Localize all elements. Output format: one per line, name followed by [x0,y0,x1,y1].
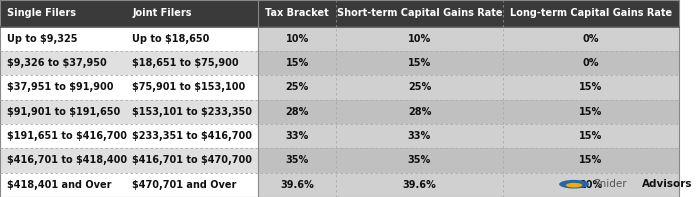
Text: 10%: 10% [408,34,431,44]
Text: Tax Bracket: Tax Bracket [265,8,329,18]
Bar [336,27,503,51]
Bar [503,51,679,75]
Bar [258,100,336,124]
Text: Advisors: Advisors [642,179,692,189]
Text: 0%: 0% [583,58,599,68]
Bar [0,0,679,27]
Text: \$191,651 to \$416,700: \$191,651 to \$416,700 [7,131,127,141]
Text: \$416,701 to \$418,400: \$416,701 to \$418,400 [7,155,127,165]
Bar [503,100,679,124]
Text: 15%: 15% [408,58,431,68]
Text: 15%: 15% [580,155,603,165]
Bar [0,51,126,75]
Text: \$470,701 and Over: \$470,701 and Over [132,180,237,190]
Text: 28%: 28% [286,107,309,117]
Text: \$418,401 and Over: \$418,401 and Over [7,180,111,190]
Text: 20%: 20% [580,180,603,190]
Text: Up to \$9,325: Up to \$9,325 [7,34,77,44]
Bar [126,173,258,197]
Text: 15%: 15% [580,83,603,92]
Text: 25%: 25% [286,83,309,92]
Bar [258,75,336,100]
Text: 15%: 15% [580,131,603,141]
Bar [258,148,336,173]
Bar [126,124,258,148]
Text: \$75,901 to \$153,100: \$75,901 to \$153,100 [132,83,246,92]
Bar [503,148,679,173]
Bar [258,173,336,197]
Bar [336,148,503,173]
Text: \$9,326 to \$37,950: \$9,326 to \$37,950 [7,58,106,68]
Text: Up to \$18,650: Up to \$18,650 [132,34,210,44]
Text: Short-term Capital Gains Rate: Short-term Capital Gains Rate [337,8,502,18]
Text: Joint Filers: Joint Filers [132,8,192,18]
Text: \$233,351 to \$416,700: \$233,351 to \$416,700 [132,131,253,141]
Bar [0,124,126,148]
Bar [336,75,503,100]
Bar [258,124,336,148]
Text: 39.6%: 39.6% [402,180,436,190]
Bar [126,100,258,124]
Text: 10%: 10% [286,34,309,44]
Bar [336,100,503,124]
Bar [336,173,503,197]
Text: \$416,701 to \$470,700: \$416,701 to \$470,700 [132,155,253,165]
Text: 15%: 15% [286,58,309,68]
Bar [503,75,679,100]
Text: 33%: 33% [408,131,431,141]
Text: 15%: 15% [580,107,603,117]
Bar [336,124,503,148]
Text: 25%: 25% [408,83,431,92]
Text: 35%: 35% [286,155,309,165]
Bar [503,173,679,197]
Bar [503,27,679,51]
Bar [0,27,126,51]
Bar [258,51,336,75]
Bar [0,148,126,173]
Bar [126,27,258,51]
Bar [258,27,336,51]
Text: Single Filers: Single Filers [7,8,76,18]
Text: 33%: 33% [286,131,309,141]
Bar [126,75,258,100]
Text: 35%: 35% [408,155,431,165]
Text: Snider: Snider [593,179,626,189]
Text: 0%: 0% [583,34,599,44]
Text: \$91,901 to \$191,650: \$91,901 to \$191,650 [7,107,120,117]
Bar [336,51,503,75]
Text: 39.6%: 39.6% [280,180,314,190]
Text: Long-term Capital Gains Rate: Long-term Capital Gains Rate [510,8,672,18]
Text: 28%: 28% [408,107,431,117]
Bar [503,124,679,148]
Bar [126,148,258,173]
Text: \$18,651 to \$75,900: \$18,651 to \$75,900 [132,58,239,68]
Bar [0,75,126,100]
Bar [0,100,126,124]
Text: \$37,951 to \$91,900: \$37,951 to \$91,900 [7,83,113,92]
Bar [0,173,126,197]
Circle shape [566,183,582,188]
Circle shape [559,180,589,189]
Text: \$153,101 to \$233,350: \$153,101 to \$233,350 [132,107,253,117]
Bar [126,51,258,75]
